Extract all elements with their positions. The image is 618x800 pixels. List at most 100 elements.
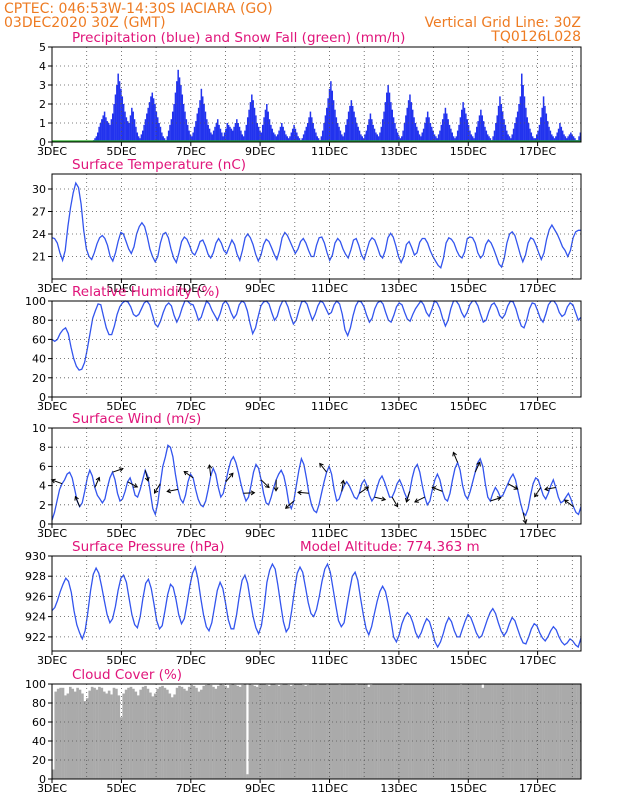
cloud-bar <box>102 691 106 779</box>
precip-bar <box>406 107 408 142</box>
precip-bar <box>131 107 133 142</box>
precip-bar <box>249 102 252 142</box>
precip-bar <box>546 121 549 142</box>
cloud-bar <box>517 684 521 779</box>
wind-arrowhead <box>563 499 569 504</box>
wind-arrow <box>167 488 179 492</box>
cloud-bar <box>408 684 412 779</box>
cloud-bar <box>515 684 519 779</box>
precip-bar <box>150 96 152 142</box>
precip-bar <box>525 107 527 142</box>
precip-bar <box>274 134 276 142</box>
cloud-bar <box>386 684 390 779</box>
precip-bar <box>275 136 278 142</box>
precip-bar <box>353 111 355 142</box>
x-tick-label: 11DEC <box>311 527 348 540</box>
cloud-bar <box>287 684 291 779</box>
precip-bar <box>294 128 297 142</box>
cloud-bar <box>299 684 303 779</box>
cloud-bar <box>141 686 145 779</box>
precip-bar <box>109 124 111 142</box>
precip-bar <box>544 105 546 142</box>
precip-bar <box>516 111 519 142</box>
precip-bar <box>458 124 460 142</box>
precip-bar <box>411 109 414 142</box>
wind-arrowhead <box>544 486 549 492</box>
panel-frame <box>51 683 582 780</box>
cloud-bar <box>566 684 570 779</box>
precip-bar <box>496 115 498 142</box>
precip-bar <box>574 138 576 142</box>
cloud-bar <box>156 688 159 779</box>
precip-bar <box>317 138 320 142</box>
precip-bar <box>215 123 218 142</box>
precip-bar <box>451 132 453 142</box>
precip-bar <box>402 130 404 142</box>
wind-arrowhead <box>534 492 539 498</box>
precip-bar <box>240 130 242 142</box>
y-tick-label: 20 <box>32 754 46 767</box>
precip-bar <box>489 138 492 142</box>
cloud-bar <box>275 684 278 779</box>
cloud-bar <box>542 684 545 779</box>
precip-bar <box>260 132 263 142</box>
precip-bar <box>578 136 580 142</box>
precip-bar <box>287 138 290 142</box>
cloud-bar <box>136 695 140 779</box>
precip-bar <box>350 100 353 142</box>
precip-bar <box>416 126 418 142</box>
y-tick-label: 80 <box>32 314 46 327</box>
precip-bar <box>229 126 231 142</box>
precip-bar <box>388 92 391 142</box>
precip-bar <box>159 126 162 142</box>
wind-arrow <box>260 479 270 488</box>
cloud-bar <box>284 684 288 779</box>
precip-bar <box>241 134 244 142</box>
precip-bar <box>426 111 429 142</box>
precip-bar <box>313 128 316 142</box>
precip-bar <box>401 136 403 142</box>
y-tick-label: 4 <box>39 60 46 73</box>
cloud-bar <box>362 684 366 779</box>
precip-bar <box>399 138 402 142</box>
cloud-bar <box>265 684 269 779</box>
wind-arrowhead <box>522 519 528 525</box>
x-tick-label: 13DEC <box>380 400 417 413</box>
cloud-bar <box>459 684 463 779</box>
precip-bar <box>140 134 143 142</box>
precip-bar <box>497 105 500 142</box>
cloud-bar <box>170 697 174 779</box>
cloud-bar <box>321 684 324 779</box>
precip-bar <box>148 102 151 142</box>
precip-bar <box>447 119 449 142</box>
precip-bar <box>135 126 137 142</box>
precip-bar <box>332 100 335 142</box>
precip-bar <box>452 136 455 142</box>
precip-bar <box>351 105 354 142</box>
header-station: CPTEC: 046:53W-14:30S IACIARA (GO) <box>4 1 273 17</box>
wind-arrowhead <box>207 464 213 469</box>
precip-bar <box>166 136 169 142</box>
precip-bar <box>103 111 106 142</box>
x-tick-label: 15DEC <box>450 782 487 795</box>
cloud-bar <box>85 698 89 779</box>
precip-bar <box>511 134 513 142</box>
wind-arrow <box>112 468 124 473</box>
cloud-bar <box>314 684 317 779</box>
precip-bar <box>530 132 533 142</box>
cloud-bar <box>457 684 460 779</box>
precip-bar <box>176 81 178 142</box>
panel-frame <box>51 555 582 652</box>
precip-bar <box>390 102 392 142</box>
precip-bar <box>136 132 139 142</box>
cloud-bar <box>78 689 82 779</box>
precip-bar <box>527 123 530 142</box>
cloud-bar <box>384 684 388 779</box>
x-tick-label: 5DEC <box>106 527 136 540</box>
precip-bar <box>425 117 428 142</box>
cloud-bar <box>253 685 257 779</box>
y-tick-label: 930 <box>25 550 46 563</box>
precip-bar <box>223 132 226 142</box>
x-tick-label: 3DEC <box>37 654 67 667</box>
precip-bar <box>195 121 197 142</box>
